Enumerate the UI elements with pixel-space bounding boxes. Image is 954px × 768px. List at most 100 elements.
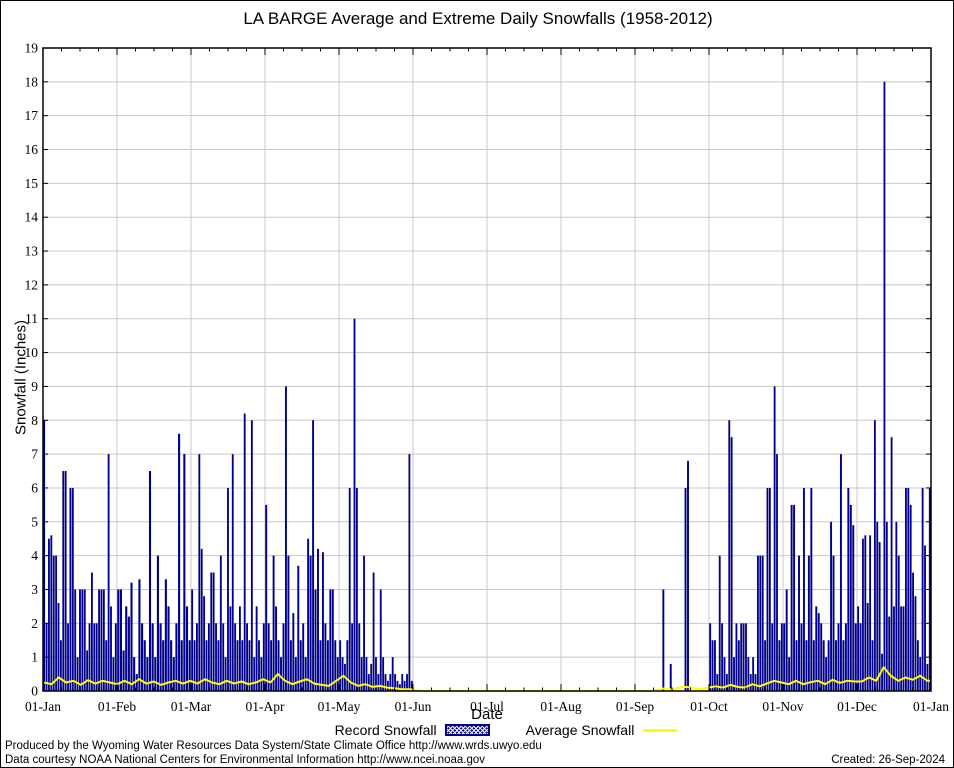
record-bar: [810, 487, 813, 691]
record-bar: [205, 640, 208, 691]
record-bar: [114, 623, 117, 691]
record-bar: [105, 640, 108, 691]
record-bar: [321, 552, 324, 691]
record-bar: [107, 454, 110, 691]
x-axis-label: Date: [471, 706, 503, 723]
record-bar: [196, 623, 198, 691]
record-bar: [776, 454, 778, 691]
record-bar: [386, 680, 389, 691]
record-bar: [807, 555, 810, 691]
record-bar: [133, 657, 136, 691]
record-bar: [151, 623, 154, 691]
record-bar: [885, 521, 888, 691]
record-bar: [924, 545, 926, 691]
record-bar: [100, 589, 103, 691]
record-bar: [735, 623, 738, 691]
record-bar: [172, 657, 175, 691]
record-bar: [265, 504, 268, 691]
record-bar: [284, 386, 287, 691]
record-bar: [272, 555, 275, 691]
legend: Record Snowfall Average Snowfall: [1, 722, 953, 738]
record-bar: [191, 589, 194, 691]
record-bar: [304, 657, 307, 691]
x-tick-label: 01-Jan: [25, 699, 61, 714]
record-bar: [229, 606, 232, 691]
record-bar: [224, 657, 227, 691]
record-bar: [878, 542, 881, 691]
record-bar: [798, 555, 800, 691]
record-bar: [893, 606, 895, 691]
record-bar: [193, 640, 196, 691]
record-bar: [93, 623, 96, 691]
record-bar: [871, 640, 874, 691]
record-bar: [785, 589, 788, 691]
record-bar: [312, 420, 315, 691]
record-bar: [200, 548, 203, 691]
record-bar: [914, 596, 917, 691]
record-bar: [255, 606, 258, 691]
record-bar: [687, 460, 689, 691]
record-bar: [127, 616, 130, 691]
footer-created-date: Created: 26-Sep-2024: [831, 754, 945, 766]
record-bar: [185, 606, 189, 691]
record-bar: [125, 606, 128, 691]
record-bar: [365, 657, 368, 691]
x-tick-label: 01-Oct: [690, 699, 728, 714]
record-bar: [297, 565, 300, 691]
record-bar: [842, 640, 845, 691]
record-bar: [180, 640, 183, 691]
record-bar: [391, 657, 394, 691]
record-bar: [135, 674, 138, 691]
record-bar: [716, 674, 719, 691]
record-bar: [709, 623, 712, 691]
record-bar: [88, 623, 91, 691]
record-bar: [890, 437, 893, 691]
x-tick-label: 01-Jul: [470, 699, 504, 714]
record-bar: [895, 521, 898, 691]
record-bar: [353, 318, 356, 691]
record-bar: [902, 606, 905, 691]
record-bar: [669, 663, 672, 691]
record-bar: [246, 623, 248, 691]
record-bar: [360, 657, 363, 691]
record-bar: [170, 640, 173, 691]
record-bar: [367, 674, 370, 691]
record-bar: [919, 657, 922, 691]
record-bar: [795, 640, 798, 691]
record-bar: [122, 650, 125, 691]
record-bar: [723, 657, 726, 691]
record-bar: [721, 623, 724, 691]
record-bar: [747, 657, 750, 691]
record-bar: [292, 613, 295, 691]
record-bar: [766, 487, 769, 691]
record-bar: [294, 657, 297, 691]
record-bar: [764, 640, 766, 691]
record-bar: [377, 674, 380, 691]
record-bar: [907, 487, 910, 691]
record-bar: [768, 487, 771, 691]
gridlines: [44, 49, 930, 690]
record-snowfall-bars: [43, 81, 931, 692]
record-bar: [904, 487, 907, 691]
y-tick-label: 9: [31, 379, 38, 394]
record-bar: [348, 487, 351, 691]
record-bar: [159, 623, 162, 691]
y-tick-label: 1: [31, 650, 38, 665]
record-bar: [728, 420, 731, 691]
y-tick-label: 8: [31, 413, 38, 428]
record-bar: [71, 487, 74, 691]
record-bar: [154, 657, 157, 691]
record-bar: [401, 674, 404, 691]
record-bar: [389, 674, 392, 691]
record-bar: [730, 437, 733, 691]
x-tick-label: 01-Feb: [98, 699, 136, 714]
record-bar: [783, 623, 786, 691]
record-bar: [837, 623, 840, 691]
record-bar: [822, 640, 825, 691]
record-bar: [98, 589, 100, 691]
record-bar: [355, 487, 358, 691]
record-bar: [876, 521, 879, 691]
record-snowfall-swatch-icon: [444, 724, 490, 736]
x-tick-label: 01-Sep: [616, 699, 654, 714]
record-bar: [52, 555, 55, 691]
